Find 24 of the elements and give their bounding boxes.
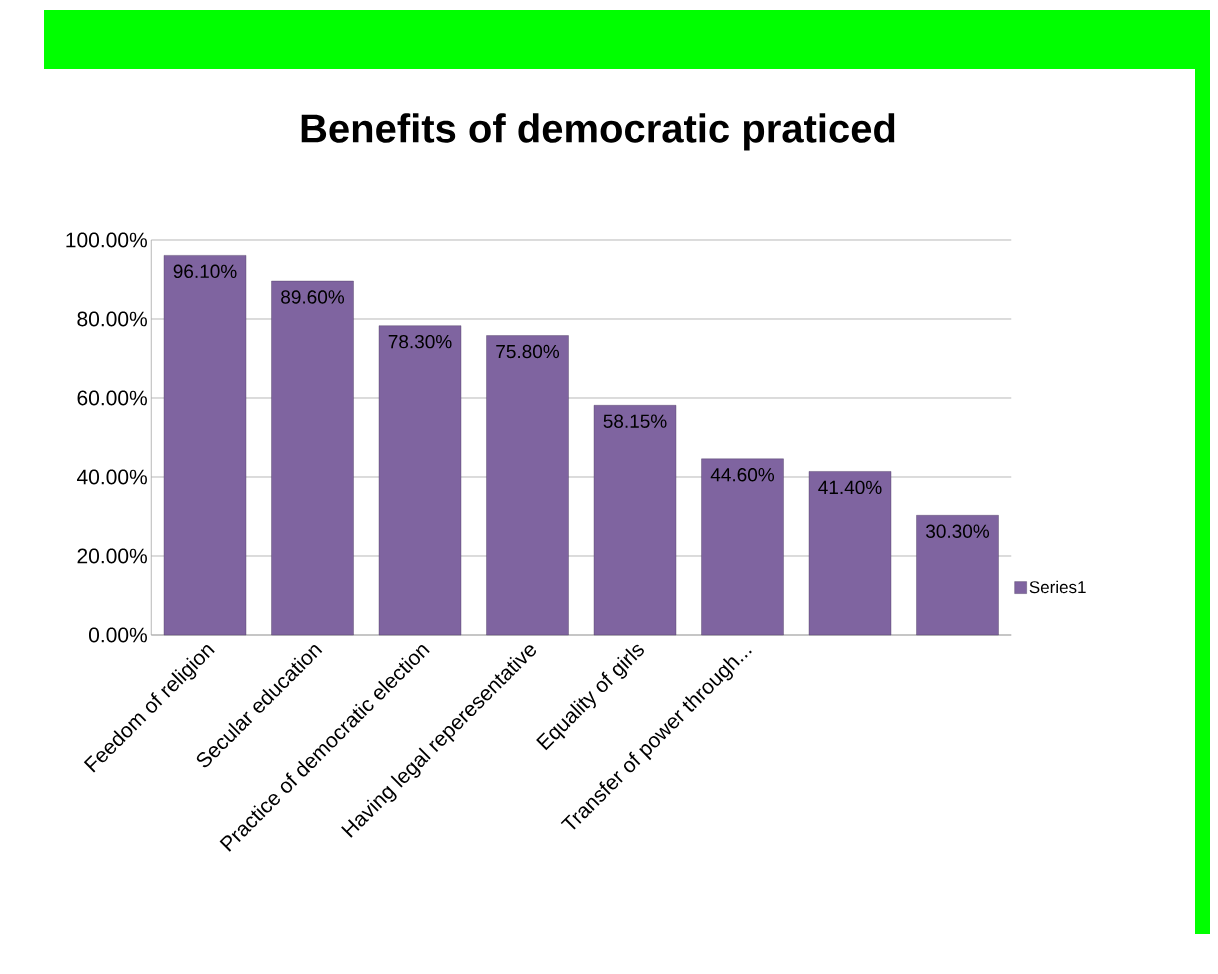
bar <box>486 335 569 636</box>
legend-label: Series1 <box>1029 580 1086 594</box>
data-label: 75.80% <box>496 344 560 359</box>
y-tick-label: 0.00% <box>88 627 147 643</box>
bar <box>163 255 247 636</box>
data-label: 78.30% <box>388 334 452 349</box>
y-tick-label: 100.00% <box>66 232 147 248</box>
data-label: 44.60% <box>710 468 775 482</box>
y-tick-label: 60.00% <box>77 390 147 406</box>
y-tick-label: 40.00% <box>76 469 147 485</box>
data-label: 41.40% <box>818 480 882 495</box>
data-label: 30.30% <box>926 524 990 538</box>
y-tick-label: 80.00% <box>77 311 147 327</box>
data-label: 96.10% <box>173 264 237 279</box>
bar <box>701 458 784 636</box>
bar <box>593 405 677 636</box>
y-tick-label: 20.00% <box>77 548 147 564</box>
bar <box>271 280 354 636</box>
data-label: 89.60% <box>281 290 345 304</box>
bar <box>808 471 892 636</box>
bar <box>916 515 999 636</box>
bar <box>378 325 462 636</box>
chart-title: Benefits of democratic praticed <box>301 113 895 151</box>
data-label: 58.15% <box>603 414 667 428</box>
